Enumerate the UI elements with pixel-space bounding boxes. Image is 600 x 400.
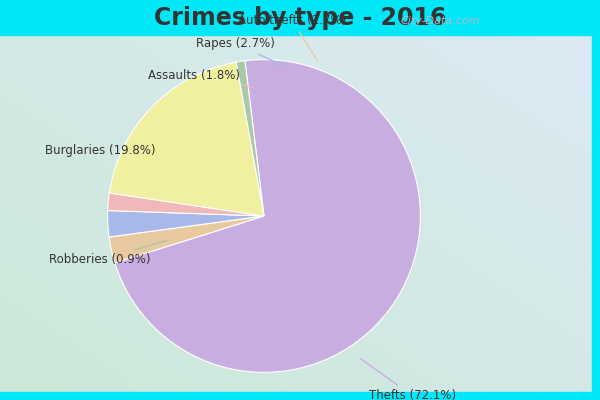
Bar: [0, 392, 600, 400]
Wedge shape: [109, 62, 264, 216]
Wedge shape: [108, 193, 264, 216]
Text: Auto thefts (2.7%): Auto thefts (2.7%): [238, 14, 346, 60]
Text: Robberies (0.9%): Robberies (0.9%): [49, 240, 167, 266]
Text: City-Data.com: City-Data.com: [400, 16, 480, 26]
Text: Assaults (1.8%): Assaults (1.8%): [148, 69, 253, 87]
Wedge shape: [236, 61, 264, 216]
Wedge shape: [109, 216, 264, 263]
Text: Thefts (72.1%): Thefts (72.1%): [360, 358, 456, 400]
Text: Rapes (2.7%): Rapes (2.7%): [196, 38, 285, 66]
Wedge shape: [115, 60, 421, 372]
Wedge shape: [107, 210, 264, 237]
Text: Crimes by type - 2016: Crimes by type - 2016: [154, 6, 446, 30]
Bar: [592, 0, 600, 400]
Text: Burglaries (19.8%): Burglaries (19.8%): [44, 144, 183, 161]
Bar: [0, 0, 600, 35]
